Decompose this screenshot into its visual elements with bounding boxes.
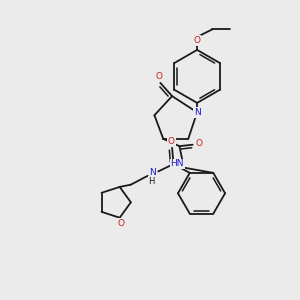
Text: O: O: [168, 137, 175, 146]
Text: O: O: [155, 72, 162, 81]
Text: H: H: [148, 177, 155, 186]
Text: HN: HN: [170, 159, 184, 168]
Text: O: O: [118, 218, 124, 227]
Text: O: O: [196, 139, 203, 148]
Text: N: N: [150, 168, 156, 177]
Text: O: O: [194, 36, 201, 45]
Text: N: N: [194, 108, 200, 117]
